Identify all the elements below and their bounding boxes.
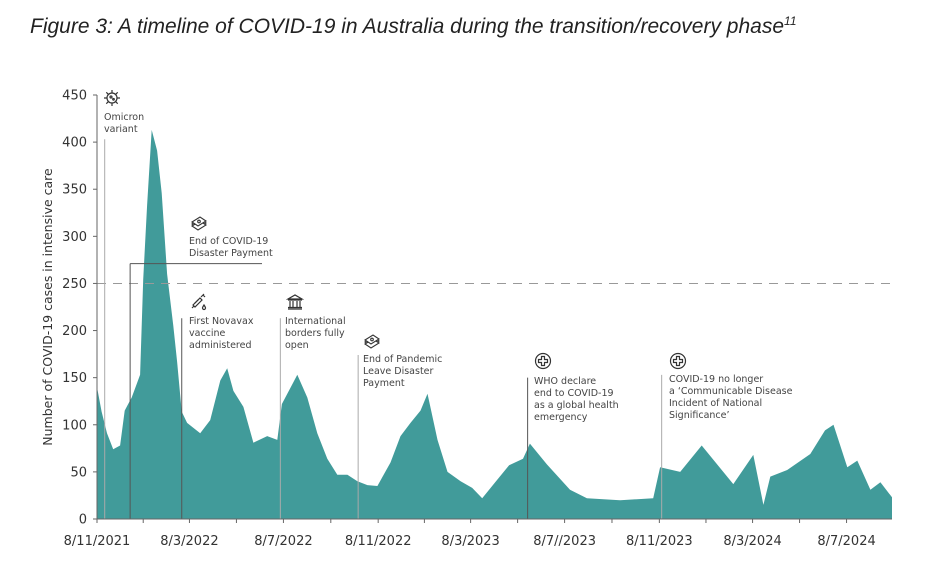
- footnote-ref: 11: [784, 14, 797, 28]
- money-stack-icon: [190, 216, 208, 231]
- x-tick-label: 8/11/2021: [64, 534, 131, 549]
- icu-cases-area: [97, 129, 892, 519]
- y-tick-label: 250: [62, 277, 87, 292]
- annotation-text: First Novavax vaccine administered: [189, 316, 254, 351]
- y-tick-label: 350: [62, 183, 87, 198]
- figure-title: Figure 3: A timeline of COVID-19 in Aust…: [30, 14, 797, 39]
- medical-cross-icon: [534, 352, 552, 370]
- y-tick-label: 400: [62, 136, 87, 151]
- virus-icon: [104, 90, 120, 106]
- x-tick-label: 8/3/2023: [441, 534, 499, 549]
- x-tick-label: 8/11/2023: [626, 534, 693, 549]
- figure-title-text: Figure 3: A timeline of COVID-19 in Aust…: [30, 15, 785, 38]
- x-tick-label: 8/7/2022: [254, 534, 312, 549]
- annotation-text: End of COVID-19 Disaster Payment: [189, 236, 273, 259]
- annotation-cdins: COVID-19 no longer a ‘Communicable Disea…: [669, 374, 792, 422]
- annotation-text: International borders fully open: [285, 316, 346, 351]
- annotation-novavax: First Novavax vaccine administered: [189, 316, 253, 352]
- annotation-text: End of Pandemic Leave Disaster Payment: [363, 354, 443, 389]
- y-tick-label: 100: [62, 418, 87, 433]
- y-tick-label: 50: [70, 465, 87, 480]
- annotation-disaster-payment: End of COVID-19 Disaster Payment: [189, 236, 273, 260]
- x-tick-label: 8/11/2022: [345, 534, 412, 549]
- annotation-omicron: Omicron variant: [104, 112, 144, 136]
- money-stack-icon: [363, 334, 381, 349]
- syringe-icon: [191, 293, 207, 311]
- y-tick-label: 450: [62, 89, 87, 104]
- x-tick-label: 8/3/2022: [160, 534, 218, 549]
- y-tick-label: 0: [79, 513, 87, 528]
- x-tick-label: 8/3/2024: [723, 534, 781, 549]
- annotation-text: WHO declare end to COVID-19 as a global …: [534, 376, 619, 423]
- y-tick-label: 300: [62, 230, 87, 245]
- y-tick-label: 150: [62, 371, 87, 386]
- annotation-text: COVID-19 no longer a ‘Communicable Disea…: [669, 374, 793, 421]
- y-tick-label: 200: [62, 324, 87, 339]
- y-axis-label: Number of COVID-19 cases in intensive ca…: [40, 168, 55, 446]
- annotation-text: Omicron variant: [104, 112, 145, 135]
- medical-cross-icon: [669, 352, 687, 370]
- annotation-borders: International borders fully open: [285, 316, 346, 352]
- x-tick-label: 8/7//2023: [533, 534, 596, 549]
- x-tick-label: 8/7/2024: [817, 534, 875, 549]
- annotation-pandemic-leave: End of Pandemic Leave Disaster Payment: [363, 354, 442, 390]
- annotation-who: WHO declare end to COVID-19 as a global …: [534, 376, 619, 424]
- government-building-icon: [286, 294, 304, 310]
